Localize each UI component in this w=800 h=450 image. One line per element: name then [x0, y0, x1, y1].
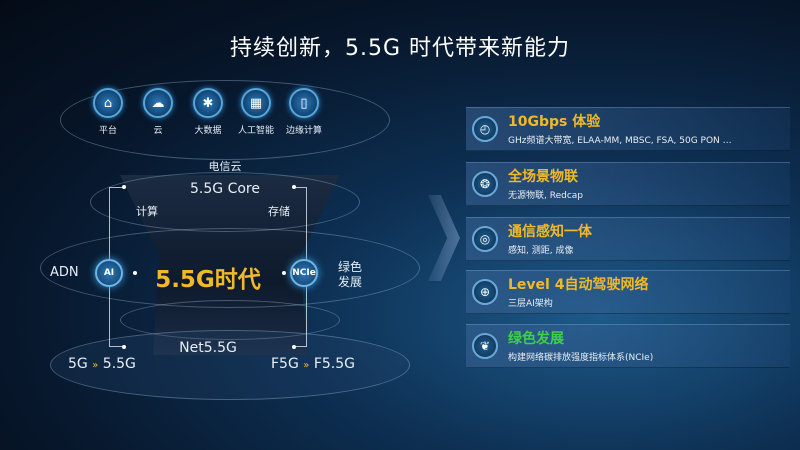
feature-card: ❦ 绿色发展 构建网络碳排放强度指标体系(NCIe): [466, 324, 790, 368]
chevron-right-icon: »: [303, 360, 310, 371]
top-icon-label: 边缘计算: [285, 126, 322, 136]
storage-label: 存储: [268, 205, 290, 218]
adn-label: ADN: [50, 265, 79, 280]
ncie-node: NCIe: [290, 259, 318, 287]
feature-title: Level 4自动驾驶网络: [508, 277, 649, 293]
feature-subtitle: 感知, 测距, 成像: [508, 246, 574, 256]
feature-subtitle: 构建网络碳排放强度指标体系(NCIe): [508, 353, 654, 363]
feature-card: ⊕ Level 4自动驾驶网络 三层AI架构: [466, 270, 790, 314]
green-label-2: 发展: [338, 275, 363, 289]
bracket-dot: [282, 271, 286, 275]
top-icon-label: 大数据: [194, 126, 222, 136]
feature-title: 10Gbps 体验: [508, 114, 601, 130]
from-5g: 5G: [68, 356, 88, 372]
feature-title: 通信感知一体: [508, 224, 592, 240]
feature-subtitle: 三层AI架构: [508, 299, 553, 309]
speed-gauge-icon: ◴: [472, 116, 498, 142]
from-f5g: F5G: [271, 356, 299, 372]
era-title: 5.5G时代: [155, 267, 261, 293]
feature-card: ❂ 全场景物联 无源物联, Redcap: [466, 162, 790, 206]
bracket-dot: [133, 271, 137, 275]
chevron-right-icon: »: [92, 360, 99, 371]
feature-subtitle: 无源物联, Redcap: [508, 191, 583, 201]
globe-network-icon: ⊕: [472, 279, 498, 305]
feature-subtitle: GHz频谱大带宽, ELAA-MM, MBSC, FSA, 50G PON …: [508, 136, 732, 146]
bracket-dot: [122, 345, 126, 349]
leaf-icon: ❦: [472, 333, 498, 359]
green-label-1: 绿色: [338, 260, 363, 274]
top-icon-label: 人工智能: [237, 126, 274, 136]
to-55g: 5.5G: [102, 356, 136, 372]
bracket-dot: [122, 185, 126, 189]
compute-label: 计算: [136, 205, 158, 218]
feature-card: ◴ 10Gbps 体验 GHz频谱大带宽, ELAA-MM, MBSC, FSA…: [466, 107, 790, 151]
top-ring: [60, 80, 390, 160]
sensing-icon: ◎: [472, 226, 498, 252]
edge-computing-icon: ▯: [289, 88, 319, 118]
core-label: 5.5G Core: [190, 181, 260, 197]
ai-node: AI: [95, 259, 123, 287]
big-data-icon: ✱: [193, 88, 223, 118]
mobile-evolution: 5G » 5.5G: [68, 356, 136, 372]
page-title: 持续创新，5.5G 时代带来新能力: [229, 36, 571, 61]
net-label: Net5.5G: [179, 340, 237, 356]
ai-chip-icon: ▦: [241, 88, 271, 118]
cloud-icon: ☁: [143, 88, 173, 118]
fixed-evolution: F5G » F5.5G: [271, 356, 355, 372]
telecom-cloud-label: 电信云: [208, 160, 242, 173]
feature-title: 绿色发展: [508, 331, 564, 347]
base-ring: [50, 330, 410, 400]
platform-icon: ⌂: [93, 88, 123, 118]
top-icon-label: 平台: [98, 126, 117, 136]
bracket-dot: [292, 345, 296, 349]
top-icon-label: 云: [153, 126, 163, 136]
feature-title: 全场景物联: [508, 169, 578, 185]
big-arrow-icon: [428, 195, 460, 281]
bracket-dot: [292, 185, 296, 189]
iot-network-icon: ❂: [472, 171, 498, 197]
to-f55g: F5.5G: [313, 356, 356, 372]
feature-card: ◎ 通信感知一体 感知, 测距, 成像: [466, 217, 790, 261]
